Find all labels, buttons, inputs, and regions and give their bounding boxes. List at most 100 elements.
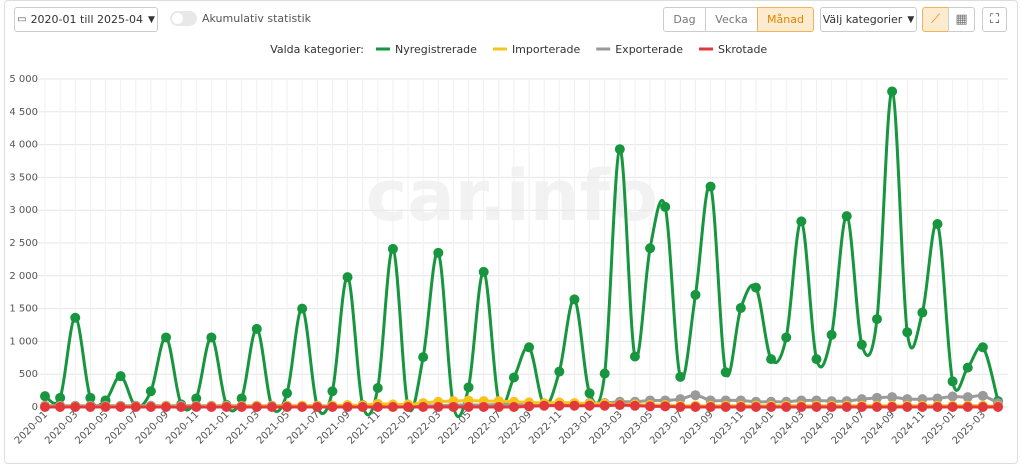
point <box>236 402 247 412</box>
point <box>993 402 1003 412</box>
point <box>569 294 580 305</box>
point <box>70 402 81 412</box>
point <box>524 401 535 412</box>
point <box>327 402 338 412</box>
point <box>342 402 353 412</box>
period-button[interactable]: Vecka <box>705 7 758 32</box>
y-tick-label: 0 <box>32 402 38 413</box>
point <box>297 402 308 412</box>
point <box>629 351 640 362</box>
period-button[interactable]: Dag <box>663 7 706 32</box>
point <box>387 243 398 254</box>
point <box>781 402 792 412</box>
point <box>206 332 217 343</box>
point <box>614 144 625 155</box>
fullscreen-button[interactable]: ⛶ <box>982 7 1007 32</box>
point <box>206 402 217 412</box>
point <box>932 218 943 229</box>
toggle-label: Akumulativ statistik <box>202 12 312 25</box>
y-tick-label: 5 000 <box>9 74 38 85</box>
point <box>796 216 807 227</box>
point <box>85 402 96 412</box>
point <box>191 393 202 404</box>
point <box>584 400 595 411</box>
point <box>312 402 323 412</box>
point <box>599 400 610 411</box>
x-tick-label: 2025-03 <box>951 409 988 446</box>
point <box>856 402 867 412</box>
point <box>433 247 444 258</box>
point <box>735 302 746 313</box>
point <box>282 388 293 399</box>
point <box>871 392 882 403</box>
point <box>871 314 882 325</box>
y-tick-label: 500 <box>19 369 38 380</box>
calendar-icon: ▭ <box>17 14 27 25</box>
legend-label: Skrotade <box>718 43 767 56</box>
category-dropdown[interactable]: Välj kategorier ▼ <box>820 7 917 32</box>
point <box>705 181 716 192</box>
point <box>826 329 837 340</box>
point <box>478 266 489 277</box>
point <box>327 386 338 397</box>
point <box>554 400 565 411</box>
legend-label: Nyregistrerade <box>395 43 477 56</box>
series-line <box>45 393 999 408</box>
line-chart-button[interactable]: ⟋ <box>922 7 949 32</box>
point <box>811 354 822 365</box>
point <box>675 371 686 382</box>
point <box>720 402 731 412</box>
toggle-knob <box>172 13 183 24</box>
point <box>841 402 852 412</box>
chart: car.info Valda kategorier: 0 500 1 000 1 50… <box>9 43 1008 447</box>
y-tick-label: 1 000 <box>9 336 38 347</box>
point <box>569 400 580 411</box>
category-dropdown-label: Välj kategorier <box>822 13 903 26</box>
point <box>176 402 187 412</box>
point <box>599 368 610 379</box>
point <box>962 402 973 412</box>
legend-label: Exporterade <box>615 43 683 56</box>
point <box>508 372 519 383</box>
point <box>811 402 822 412</box>
toggle[interactable] <box>170 11 197 26</box>
point <box>887 392 898 403</box>
point <box>251 323 262 334</box>
point <box>917 402 928 412</box>
point <box>887 402 898 412</box>
point <box>115 371 126 382</box>
point <box>645 243 656 254</box>
point <box>554 366 565 377</box>
point <box>766 354 777 365</box>
panel <box>4 0 1018 464</box>
y-tick-label: 3 500 <box>9 172 38 183</box>
caret: ▼ <box>147 14 155 25</box>
point <box>236 393 247 404</box>
point <box>115 402 126 412</box>
point <box>85 392 96 403</box>
point <box>221 402 232 412</box>
table-button[interactable]: ▦ <box>948 7 975 32</box>
point <box>947 402 958 412</box>
point <box>690 289 701 300</box>
point <box>947 391 958 402</box>
point <box>40 391 50 402</box>
point <box>841 211 852 222</box>
point <box>342 272 353 283</box>
point <box>766 402 777 412</box>
date-range-button[interactable]: ▭ 2020-01 till 2025-04 ▼ <box>14 7 158 32</box>
point <box>493 402 504 412</box>
point <box>947 376 958 387</box>
point <box>372 402 383 412</box>
point <box>660 401 671 412</box>
point <box>478 402 489 412</box>
period-button[interactable]: Månad <box>757 7 814 32</box>
point <box>720 367 731 378</box>
point <box>962 362 973 373</box>
point <box>614 400 625 411</box>
point <box>735 402 746 412</box>
point <box>932 393 943 404</box>
point <box>690 402 701 412</box>
point <box>826 402 837 412</box>
y-tick-label: 2 500 <box>9 238 38 249</box>
